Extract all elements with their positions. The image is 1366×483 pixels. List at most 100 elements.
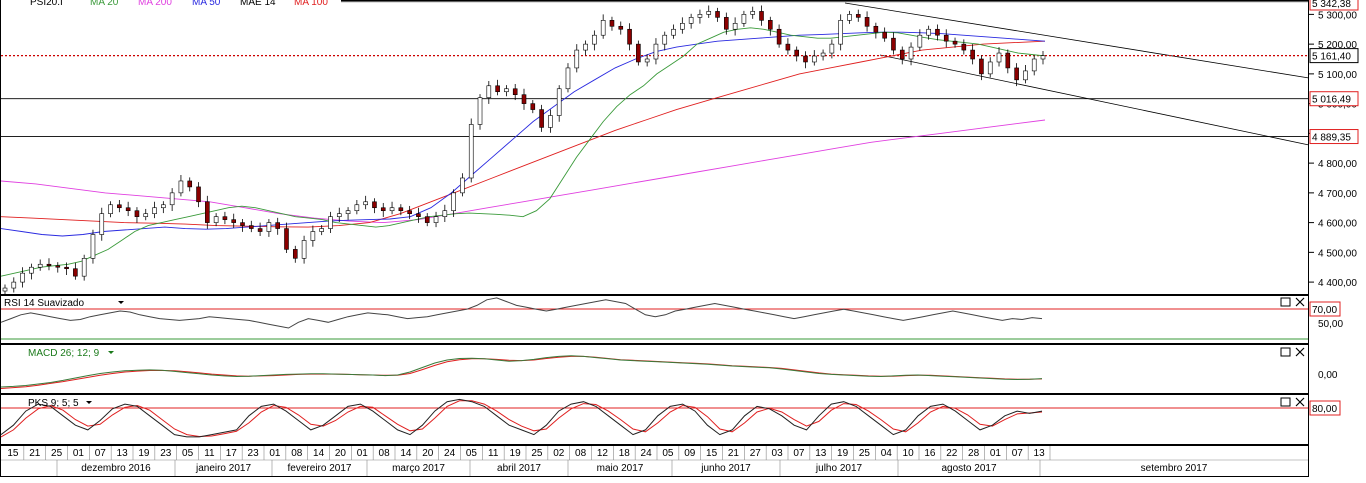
legend-entry[interactable]: MA 20 <box>90 0 119 8</box>
ma100-line <box>0 40 1046 228</box>
x-month-label: abril 2017 <box>497 463 541 474</box>
candle-body <box>979 58 984 75</box>
macd-line <box>0 355 1043 388</box>
pks-title[interactable]: PKS 9; 5; 5 <box>28 398 79 409</box>
x-day-label: 05 <box>182 448 194 459</box>
legend-entry[interactable]: PSI20.I <box>30 0 63 8</box>
candle-body <box>609 20 615 27</box>
candle-body <box>697 14 703 18</box>
candle-body <box>785 43 791 51</box>
candle-body <box>161 204 166 209</box>
candle-body <box>73 268 78 277</box>
candle-body <box>970 49 975 60</box>
pks-maximize-icon[interactable] <box>1280 397 1291 407</box>
rsi-axis-label: 50,00 <box>1318 319 1343 330</box>
x-day-label: 13 <box>117 448 129 459</box>
candle-body <box>512 88 518 96</box>
candle-body <box>213 216 219 223</box>
macd-dropdown-icon[interactable] <box>108 351 114 354</box>
x-day-label: 01 <box>357 448 369 459</box>
pks-level-tag <box>1309 400 1341 416</box>
x-day-label: 10 <box>903 448 915 459</box>
y-tick-label: 5 300,00 <box>1318 10 1357 21</box>
candle-body <box>724 17 729 30</box>
candle-body <box>504 88 509 93</box>
candle-body <box>398 207 404 212</box>
candle-body <box>1023 70 1028 81</box>
x-day-label: 07 <box>793 448 805 459</box>
candle-body <box>205 201 210 223</box>
candle-body <box>732 23 738 30</box>
candle-body <box>820 52 826 57</box>
rsi-title[interactable]: RSI 14 Suavizado <box>4 298 84 309</box>
x-day-label: 22 <box>946 448 958 459</box>
legend-entry[interactable]: MAE 14 <box>240 0 276 8</box>
x-day-label: 11 <box>488 448 499 459</box>
rsi-maximize-icon[interactable] <box>1280 297 1291 307</box>
candle-body <box>521 94 527 104</box>
candle-body <box>389 207 395 212</box>
candle-body <box>442 210 448 217</box>
legend-entry[interactable]: MA 100 <box>294 0 328 8</box>
x-month-label: agosto 2017 <box>941 463 996 474</box>
x-day-label: 28 <box>968 448 980 459</box>
price-tag-label: 4 889,35 <box>1312 133 1351 144</box>
x-day-label: 19 <box>837 448 849 459</box>
price-tag-label: 5 342,38 <box>1312 0 1351 10</box>
pks-dropdown-icon[interactable] <box>86 401 92 404</box>
macd-panel-frame <box>0 344 1309 394</box>
macd-maximize-icon[interactable] <box>1280 347 1291 357</box>
rsi-close-icon[interactable] <box>1295 297 1305 307</box>
candle-body <box>108 204 113 214</box>
rsi-panel-frame <box>0 295 1309 344</box>
candle-body <box>706 11 712 15</box>
candle-body <box>864 17 870 27</box>
x-day-label: 08 <box>291 448 303 459</box>
candle-body <box>20 272 25 283</box>
candle-body <box>530 103 536 110</box>
legend-background <box>1 0 341 5</box>
rsi-dropdown-icon[interactable] <box>118 301 124 304</box>
legend-entry[interactable]: MA 200 <box>138 0 172 8</box>
x-day-label: 02 <box>553 448 565 459</box>
x-day-label: 17 <box>226 448 238 459</box>
candle-body <box>249 225 254 229</box>
ma50-line <box>0 31 1046 237</box>
candle-body <box>688 17 694 24</box>
rsi-line <box>0 297 1043 329</box>
candle-body <box>46 263 52 267</box>
legend-entry[interactable]: MA 50 <box>192 0 221 8</box>
candle-body <box>899 49 905 60</box>
macd-title[interactable]: MACD 26; 12; 9 <box>28 348 100 359</box>
pks-close-icon[interactable] <box>1295 397 1305 407</box>
rsi-panel: RSI 14 Suavizado 70,00 50,00 <box>0 297 1343 340</box>
candle-body <box>1014 67 1019 81</box>
macd-axis-label: 0,00 <box>1318 370 1338 381</box>
price-horizontal-lines <box>1 1 1308 137</box>
candle-body <box>292 249 298 259</box>
candle-body <box>81 258 87 277</box>
candle-body <box>336 213 342 217</box>
x-day-label: 11 <box>204 448 215 459</box>
candle-body <box>961 43 967 51</box>
pks-d-line <box>0 400 1043 438</box>
candle-body <box>301 240 307 259</box>
trendlines[interactable] <box>844 2 1310 146</box>
macd-panel: MACD 26; 12; 9 0,00 <box>0 347 1338 389</box>
lower-trendline[interactable] <box>879 54 1310 146</box>
candle-body <box>847 14 852 21</box>
upper-trendline[interactable] <box>844 2 1310 79</box>
x-day-label: 25 <box>531 448 543 459</box>
candle-body <box>187 180 193 188</box>
candle-body <box>1040 55 1046 60</box>
candle-body <box>917 34 923 48</box>
candle-body <box>29 266 34 274</box>
candle-body <box>354 204 360 212</box>
candle-body <box>908 46 914 60</box>
y-tick-label: 4 700,00 <box>1318 189 1357 200</box>
candle-body <box>477 97 483 125</box>
x-day-label: 14 <box>400 448 412 459</box>
macd-close-icon[interactable] <box>1295 347 1305 357</box>
candle-body <box>943 34 949 42</box>
candle-body <box>618 25 624 30</box>
